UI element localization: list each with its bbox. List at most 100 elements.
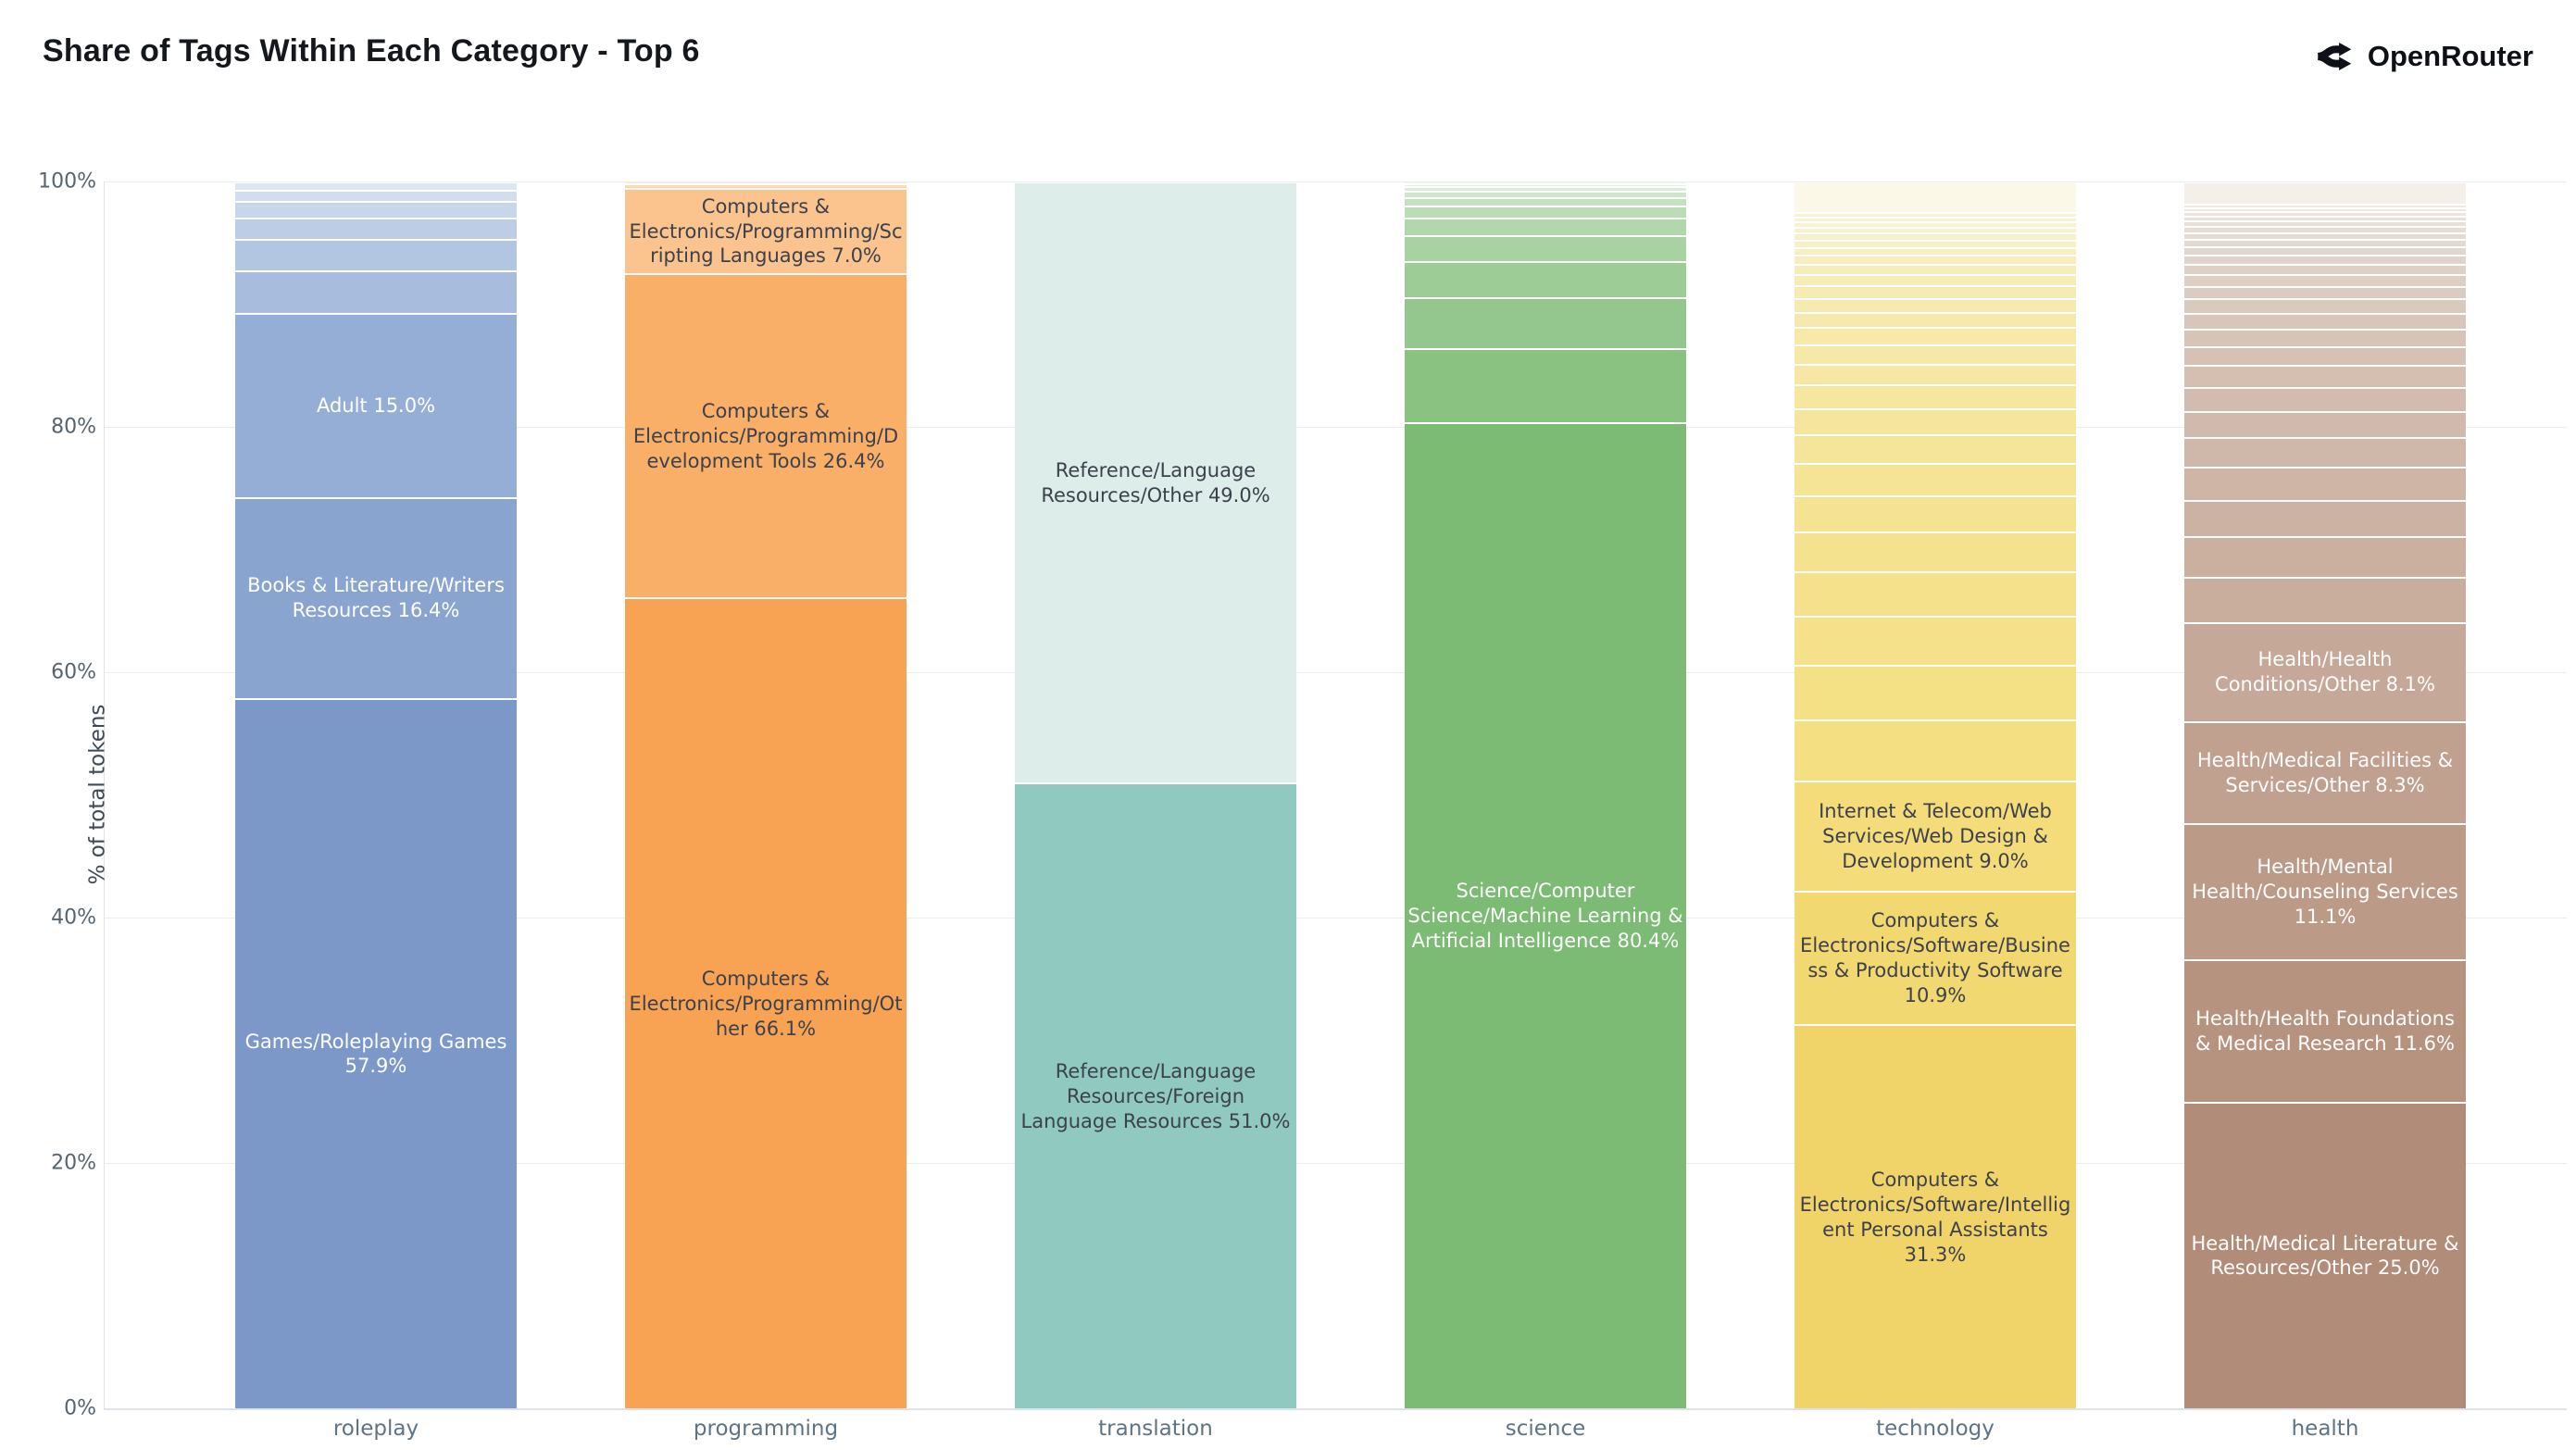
bar-segment[interactable]: Games/Roleplaying Games 57.9% bbox=[235, 699, 517, 1408]
bar-segment[interactable]: Health/Mental Health/Counseling Services… bbox=[2184, 825, 2466, 960]
bar-segment-minor[interactable] bbox=[1794, 465, 2076, 496]
bar-segment[interactable]: Health/Medical Literature & Resources/Ot… bbox=[2184, 1103, 2466, 1408]
bar-segment-minor[interactable] bbox=[1794, 287, 2076, 298]
bar-segment-minor[interactable] bbox=[2184, 217, 2466, 221]
bar-segment-minor[interactable] bbox=[1405, 182, 1686, 184]
gridline bbox=[104, 1163, 2567, 1164]
bar-segment-minor[interactable] bbox=[2184, 469, 2466, 500]
bar-segment-minor[interactable] bbox=[1794, 241, 2076, 247]
bar-segment-minor[interactable] bbox=[1405, 298, 1686, 349]
bar-segment-minor[interactable] bbox=[1794, 617, 2076, 665]
bar-segment-minor[interactable] bbox=[1794, 256, 2076, 265]
bar-segment[interactable]: Computers & Electronics/Software/Busines… bbox=[1794, 892, 2076, 1025]
bar-segment-minor[interactable] bbox=[2184, 367, 2466, 387]
bar-segment-minor[interactable] bbox=[2184, 330, 2466, 346]
bar-segment-minor[interactable] bbox=[1794, 299, 2076, 312]
bar-segment-minor[interactable] bbox=[235, 219, 517, 240]
bar-roleplay: Games/Roleplaying Games 57.9% Books & Lit… bbox=[235, 181, 517, 1408]
bar-segment-minor[interactable] bbox=[625, 185, 907, 188]
bar-segment-minor[interactable] bbox=[1405, 198, 1686, 206]
segment-label: Computers & Electronics/Programming/Scri… bbox=[629, 194, 903, 268]
x-axis-label: science bbox=[1505, 1417, 1586, 1441]
bar-segment-minor[interactable] bbox=[2184, 240, 2466, 247]
y-axis-line bbox=[104, 181, 105, 1409]
bar-segment-minor[interactable] bbox=[1405, 206, 1686, 219]
bar-segment-minor[interactable] bbox=[2184, 388, 2466, 411]
bar-segment-minor[interactable] bbox=[235, 191, 517, 202]
bar-segment[interactable]: Computers & Electronics/Programming/Scri… bbox=[625, 189, 907, 274]
bar-segment-minor[interactable] bbox=[1794, 183, 2076, 213]
bar-segment-minor[interactable] bbox=[1794, 667, 2076, 720]
bar-segment-minor[interactable] bbox=[2184, 579, 2466, 622]
bar-segment[interactable]: Internet & Telecom/Web Services/Web Desi… bbox=[1794, 781, 2076, 891]
bar-segment-minor[interactable] bbox=[2184, 501, 2466, 537]
bar-segment-minor[interactable] bbox=[1794, 721, 2076, 781]
bar-segment-minor[interactable] bbox=[1794, 223, 2076, 227]
gridline bbox=[104, 918, 2567, 919]
bar-segment-minor[interactable] bbox=[1405, 237, 1686, 261]
bar-segment[interactable]: Science/Computer Science/Machine Learnin… bbox=[1405, 423, 1686, 1408]
bar-segment-minor[interactable] bbox=[1794, 409, 2076, 435]
bar-segment-minor[interactable] bbox=[1794, 248, 2076, 256]
gridline bbox=[104, 672, 2567, 673]
bar-segment-minor[interactable] bbox=[1405, 188, 1686, 192]
segment-label: Adult 15.0% bbox=[316, 394, 436, 417]
bar-segment-minor[interactable] bbox=[1794, 228, 2076, 233]
bar-segment-minor[interactable] bbox=[1405, 193, 1686, 197]
bar-segment-minor[interactable] bbox=[1794, 365, 2076, 385]
y-tick-label: 20% bbox=[51, 1151, 96, 1175]
bar-segment[interactable]: Books & Literature/Writers Resources 16.… bbox=[235, 498, 517, 698]
bar-segment-minor[interactable] bbox=[1405, 185, 1686, 187]
bar-segment-minor[interactable] bbox=[235, 203, 517, 218]
bar-segment-minor[interactable] bbox=[2184, 248, 2466, 256]
header: Share of Tags Within Each Category - Top… bbox=[0, 0, 2576, 111]
bar-segment-minor[interactable] bbox=[2184, 538, 2466, 577]
bar-segment-minor[interactable] bbox=[2184, 266, 2466, 275]
bar-segment-minor[interactable] bbox=[2184, 347, 2466, 366]
x-axis-label: health bbox=[2291, 1417, 2359, 1441]
bar-segment-minor[interactable] bbox=[2184, 213, 2466, 216]
bar-segment-minor[interactable] bbox=[1794, 218, 2076, 222]
bar-segment[interactable]: Health/Health Conditions/Other 8.1% bbox=[2184, 623, 2466, 721]
bar-segment-minor[interactable] bbox=[235, 183, 517, 190]
bar-segment-minor[interactable] bbox=[1405, 262, 1686, 297]
bar-segment-minor[interactable] bbox=[2184, 439, 2466, 468]
bar-segment-minor[interactable] bbox=[2184, 276, 2466, 286]
bar-segment-minor[interactable] bbox=[2184, 256, 2466, 265]
bar-segment-minor[interactable] bbox=[1794, 329, 2076, 344]
bar-segment-minor[interactable] bbox=[625, 182, 907, 184]
bar-segment[interactable]: Health/Health Foundations & Medical Rese… bbox=[2184, 961, 2466, 1102]
bar-segment-minor[interactable] bbox=[2184, 205, 2466, 207]
bar-segment-minor[interactable] bbox=[235, 241, 517, 270]
bar-segment-minor[interactable] bbox=[1794, 346, 2076, 364]
bar-segment-minor[interactable] bbox=[1794, 533, 2076, 572]
bar-segment[interactable]: Computers & Electronics/Programming/Deve… bbox=[625, 275, 907, 598]
bar-segment-minor[interactable] bbox=[1794, 266, 2076, 275]
bar-segment[interactable]: Computers & Electronics/Programming/Othe… bbox=[625, 599, 907, 1408]
bar-segment-minor[interactable] bbox=[1794, 214, 2076, 217]
bar-segment-minor[interactable] bbox=[2184, 300, 2466, 313]
bar-segment-minor[interactable] bbox=[2184, 412, 2466, 438]
bar-segment-minor[interactable] bbox=[2184, 183, 2466, 204]
bar-segment-minor[interactable] bbox=[2184, 208, 2466, 212]
bar-segment-minor[interactable] bbox=[2184, 222, 2466, 227]
bar-segment-minor[interactable] bbox=[1405, 219, 1686, 236]
bar-segment[interactable]: Health/Medical Facilities & Services/Oth… bbox=[2184, 723, 2466, 823]
bar-segment[interactable]: Adult 15.0% bbox=[235, 314, 517, 497]
bar-segment-minor[interactable] bbox=[1794, 313, 2076, 328]
bar-segment-minor[interactable] bbox=[1794, 497, 2076, 532]
bar-segment[interactable]: Reference/Language Resources/Foreign Lan… bbox=[1015, 784, 1296, 1408]
bar-segment-minor[interactable] bbox=[235, 271, 517, 313]
bar-segment-minor[interactable] bbox=[1405, 350, 1686, 422]
bar-segment-minor[interactable] bbox=[1794, 573, 2076, 616]
bar-segment-minor[interactable] bbox=[2184, 233, 2466, 239]
bar-segment-minor[interactable] bbox=[1794, 386, 2076, 408]
bar-segment[interactable]: Reference/Language Resources/Other 49.0% bbox=[1015, 183, 1296, 783]
bar-segment-minor[interactable] bbox=[2184, 314, 2466, 329]
bar-segment-minor[interactable] bbox=[1794, 234, 2076, 240]
bar-segment[interactable]: Computers & Electronics/Software/Intelli… bbox=[1794, 1026, 2076, 1408]
bar-segment-minor[interactable] bbox=[2184, 228, 2466, 232]
bar-segment-minor[interactable] bbox=[1794, 436, 2076, 464]
bar-segment-minor[interactable] bbox=[2184, 287, 2466, 299]
bar-segment-minor[interactable] bbox=[1794, 276, 2076, 286]
